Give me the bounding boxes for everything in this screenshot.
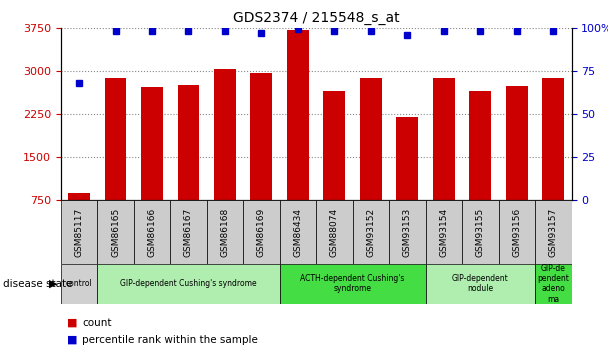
- Bar: [97, 200, 134, 264]
- Bar: [141, 87, 163, 200]
- Text: count: count: [82, 318, 112, 327]
- Text: GSM93152: GSM93152: [367, 207, 375, 257]
- Bar: [250, 73, 272, 200]
- Bar: [535, 200, 572, 264]
- Bar: [214, 69, 236, 200]
- Bar: [353, 200, 389, 264]
- Bar: [535, 264, 572, 304]
- Bar: [243, 200, 280, 264]
- Text: GSM85117: GSM85117: [75, 207, 83, 257]
- Bar: [499, 200, 535, 264]
- Bar: [68, 193, 90, 200]
- Bar: [105, 78, 126, 200]
- Bar: [134, 200, 170, 264]
- Text: GSM86168: GSM86168: [221, 207, 229, 257]
- Text: GSM93157: GSM93157: [549, 207, 558, 257]
- Bar: [426, 264, 535, 304]
- Text: GSM93156: GSM93156: [513, 207, 521, 257]
- Text: GIP-dependent Cushing's syndrome: GIP-dependent Cushing's syndrome: [120, 279, 257, 288]
- Text: ▶: ▶: [49, 279, 57, 289]
- Bar: [280, 200, 316, 264]
- Bar: [469, 91, 491, 200]
- Text: GSM86166: GSM86166: [148, 207, 156, 257]
- Text: control: control: [66, 279, 92, 288]
- Text: ■: ■: [67, 335, 77, 345]
- Bar: [542, 78, 564, 200]
- Bar: [61, 264, 97, 304]
- Title: GDS2374 / 215548_s_at: GDS2374 / 215548_s_at: [233, 11, 399, 25]
- Bar: [61, 200, 97, 264]
- Bar: [426, 200, 462, 264]
- Text: GSM93154: GSM93154: [440, 207, 448, 257]
- Bar: [506, 86, 528, 200]
- Text: GSM93153: GSM93153: [403, 207, 412, 257]
- Text: ■: ■: [67, 318, 77, 327]
- Bar: [316, 200, 353, 264]
- Bar: [280, 264, 426, 304]
- Text: GIP-de
pendent
adeno
ma: GIP-de pendent adeno ma: [537, 264, 569, 304]
- Bar: [360, 78, 382, 200]
- Bar: [323, 91, 345, 200]
- Text: ACTH-dependent Cushing's
syndrome: ACTH-dependent Cushing's syndrome: [300, 274, 405, 294]
- Text: GSM86167: GSM86167: [184, 207, 193, 257]
- Bar: [287, 30, 309, 200]
- Bar: [433, 78, 455, 200]
- Text: percentile rank within the sample: percentile rank within the sample: [82, 335, 258, 345]
- Text: GSM86169: GSM86169: [257, 207, 266, 257]
- Text: GSM86434: GSM86434: [294, 207, 302, 257]
- Bar: [396, 117, 418, 200]
- Bar: [207, 200, 243, 264]
- Text: GSM93155: GSM93155: [476, 207, 485, 257]
- Text: disease state: disease state: [3, 279, 72, 289]
- Bar: [170, 200, 207, 264]
- Bar: [97, 264, 280, 304]
- Text: GIP-dependent
nodule: GIP-dependent nodule: [452, 274, 509, 294]
- Bar: [178, 85, 199, 200]
- Bar: [389, 200, 426, 264]
- Bar: [462, 200, 499, 264]
- Text: GSM86165: GSM86165: [111, 207, 120, 257]
- Text: GSM88074: GSM88074: [330, 207, 339, 257]
